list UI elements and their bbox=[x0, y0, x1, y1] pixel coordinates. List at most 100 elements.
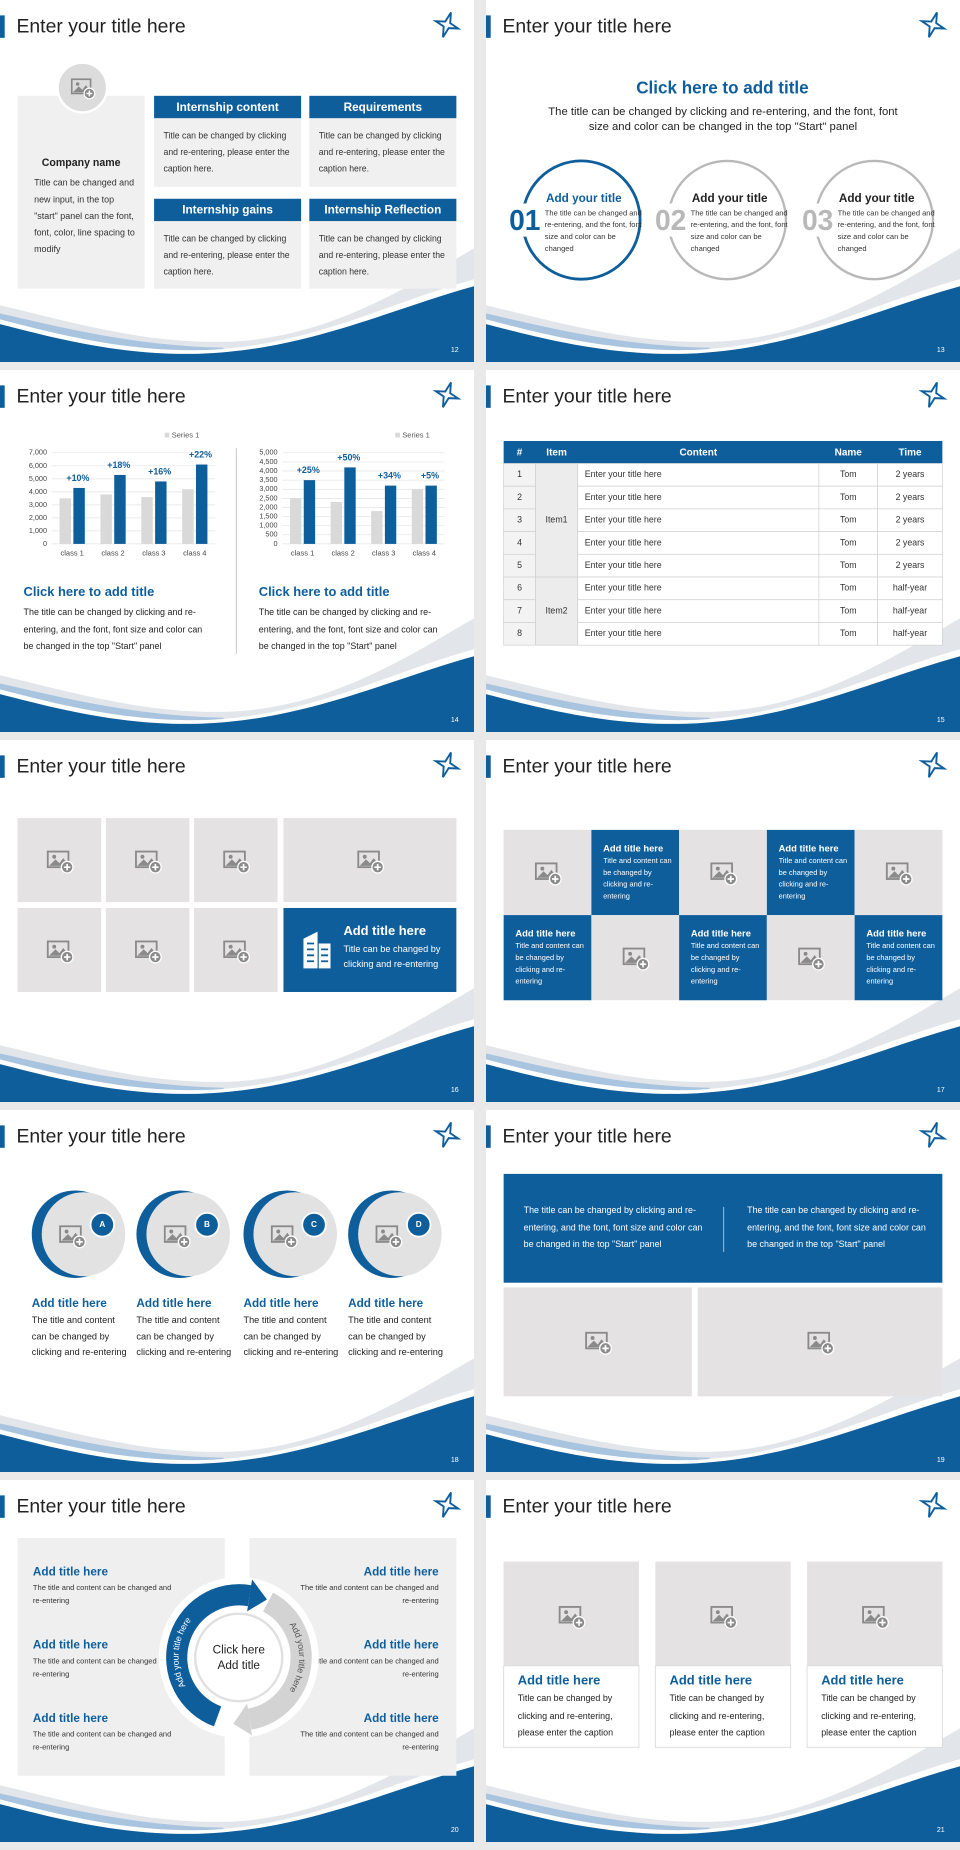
slide-content: A Add title here The title and content can… bbox=[31, 1190, 443, 1358]
x-tick-label: class 4 bbox=[183, 548, 206, 557]
box-header bbox=[309, 198, 457, 222]
paragraph-box: Title and content can be changed by clic… bbox=[603, 857, 672, 901]
item-title: Add title here bbox=[136, 1297, 212, 1310]
image-tile bbox=[766, 915, 855, 1001]
paragraph-box: The title and content can be changed and… bbox=[300, 1731, 438, 1752]
row-number: 8 bbox=[517, 628, 522, 638]
paragraph-box: The title and content can be changed by … bbox=[136, 1314, 232, 1358]
paragraph: The title and content can be changed by … bbox=[243, 1314, 339, 1358]
table-header: Name bbox=[835, 447, 863, 458]
title-bar bbox=[0, 1495, 5, 1518]
wave-blue bbox=[486, 1026, 960, 1102]
slide: Enter your title here 17 Add title here Tit… bbox=[486, 740, 960, 1102]
slide-title: Enter your title here bbox=[16, 1125, 185, 1147]
x-tick-label: class 1 bbox=[60, 548, 83, 557]
table-header: Time bbox=[898, 447, 922, 458]
card-title: Add title here bbox=[821, 1673, 904, 1688]
image-circle bbox=[358, 1192, 442, 1277]
wave-blue bbox=[0, 1766, 474, 1842]
title-bar bbox=[486, 1125, 491, 1148]
title-bar bbox=[0, 1125, 5, 1148]
y-tick-label: 2,500 bbox=[259, 493, 277, 502]
y-tick-label: 1,000 bbox=[259, 521, 277, 530]
paragraph: Title can be changed by clicking and re-… bbox=[163, 130, 290, 174]
image-tile bbox=[697, 1287, 943, 1397]
paragraph: Title can be changed by clicking and re-… bbox=[163, 233, 290, 277]
item-label: Item1 bbox=[546, 515, 568, 525]
slide: Enter your title here 20 Add title here The… bbox=[0, 1480, 474, 1842]
row-content: Enter your title here bbox=[585, 515, 662, 525]
chart-heading: Click here to add title bbox=[24, 584, 155, 599]
card-body bbox=[503, 1665, 640, 1748]
legend-label: Series 1 bbox=[402, 431, 430, 440]
page-number: 21 bbox=[937, 1827, 945, 1834]
number-backdrop bbox=[503, 203, 544, 237]
card-image bbox=[807, 1561, 943, 1666]
image-tile bbox=[503, 829, 592, 916]
row-time: 2 years bbox=[896, 515, 925, 525]
paragraph: The title and content can be changed and… bbox=[32, 1730, 172, 1753]
y-tick-label: 7,000 bbox=[29, 448, 47, 457]
company-name: Company name bbox=[42, 157, 121, 169]
row-content: Enter your title here bbox=[585, 560, 662, 570]
y-tick-label: 4,000 bbox=[259, 466, 277, 475]
row-number: 3 bbox=[517, 515, 522, 525]
page-number: 15 bbox=[937, 717, 945, 724]
slide-title: Enter your title here bbox=[16, 385, 185, 407]
arrow-gray bbox=[233, 1703, 253, 1736]
paragraph-box: Title can be changed by clicking and re-… bbox=[163, 233, 290, 277]
bar bbox=[384, 485, 397, 544]
step-title: Add your title bbox=[692, 192, 768, 205]
company-panel bbox=[17, 95, 145, 289]
page-number: 19 bbox=[937, 1457, 945, 1464]
paragraph-box: Title and content can be changed by clic… bbox=[691, 942, 759, 986]
x-tick-label: class 2 bbox=[101, 548, 124, 557]
y-tick-label: 2,000 bbox=[259, 502, 277, 511]
bar bbox=[195, 464, 208, 544]
card-title: Add title here bbox=[691, 927, 751, 938]
item-title: Add title here bbox=[364, 1565, 440, 1578]
slide: Enter your title here 21 Add title here Tit… bbox=[486, 1480, 960, 1842]
growth-label: +18% bbox=[107, 460, 130, 470]
row-time: half-year bbox=[893, 583, 927, 593]
item-title: Add title here bbox=[364, 1639, 440, 1652]
paragraph-box: The title and content can be changed and… bbox=[300, 1584, 438, 1605]
bar bbox=[73, 487, 85, 544]
card-title: Add title here bbox=[515, 927, 575, 938]
image-tile bbox=[17, 818, 102, 903]
row-number: 7 bbox=[517, 605, 522, 615]
card-title: Add title here bbox=[779, 842, 839, 853]
building-icon bbox=[303, 931, 331, 969]
bar bbox=[303, 480, 316, 544]
paragraph: The title can be changed by clicking and… bbox=[258, 606, 438, 652]
feature-title: Add title here bbox=[343, 923, 426, 938]
paragraph-box: Title can be changed by clicking and re-… bbox=[163, 130, 290, 174]
paragraph-box: The title can be changed by clicking and… bbox=[24, 607, 203, 652]
paragraph-box: The title and content can be changed and… bbox=[32, 1730, 172, 1753]
slide-content: Add title here Title can be changed by cl… bbox=[503, 1561, 943, 1748]
item-cell bbox=[535, 576, 579, 646]
row-content: Enter your title here bbox=[585, 492, 662, 502]
row-content: Enter your title here bbox=[585, 628, 662, 638]
image-tile bbox=[105, 818, 190, 903]
paragraph: The title can be changed by clicking and… bbox=[747, 1204, 926, 1250]
paragraph: Title can be changed by clicking and re-… bbox=[517, 1692, 614, 1738]
bar bbox=[411, 489, 424, 544]
box-header bbox=[309, 95, 457, 119]
paragraph: Title and content can be changed by clic… bbox=[603, 857, 672, 901]
paragraph: The title can be changed by clicking and… bbox=[548, 105, 898, 134]
box-body bbox=[309, 221, 457, 289]
row-content: Enter your title here bbox=[585, 469, 662, 479]
step-number: 01 bbox=[509, 204, 540, 236]
arc-blue bbox=[166, 1584, 252, 1727]
bar bbox=[330, 501, 342, 544]
table-header: Content bbox=[679, 447, 717, 458]
paragraph: The title can be changed and re-entering… bbox=[544, 209, 642, 254]
slide: Enter your title here 13 Click here to add… bbox=[486, 0, 960, 362]
card-image bbox=[503, 1561, 639, 1666]
item-title: Add title here bbox=[243, 1297, 319, 1310]
y-tick-label: 5,000 bbox=[29, 474, 47, 483]
wave-blue bbox=[0, 1396, 474, 1472]
paragraph: The title and content can be changed by … bbox=[136, 1314, 232, 1358]
wave-blue bbox=[0, 1026, 474, 1102]
